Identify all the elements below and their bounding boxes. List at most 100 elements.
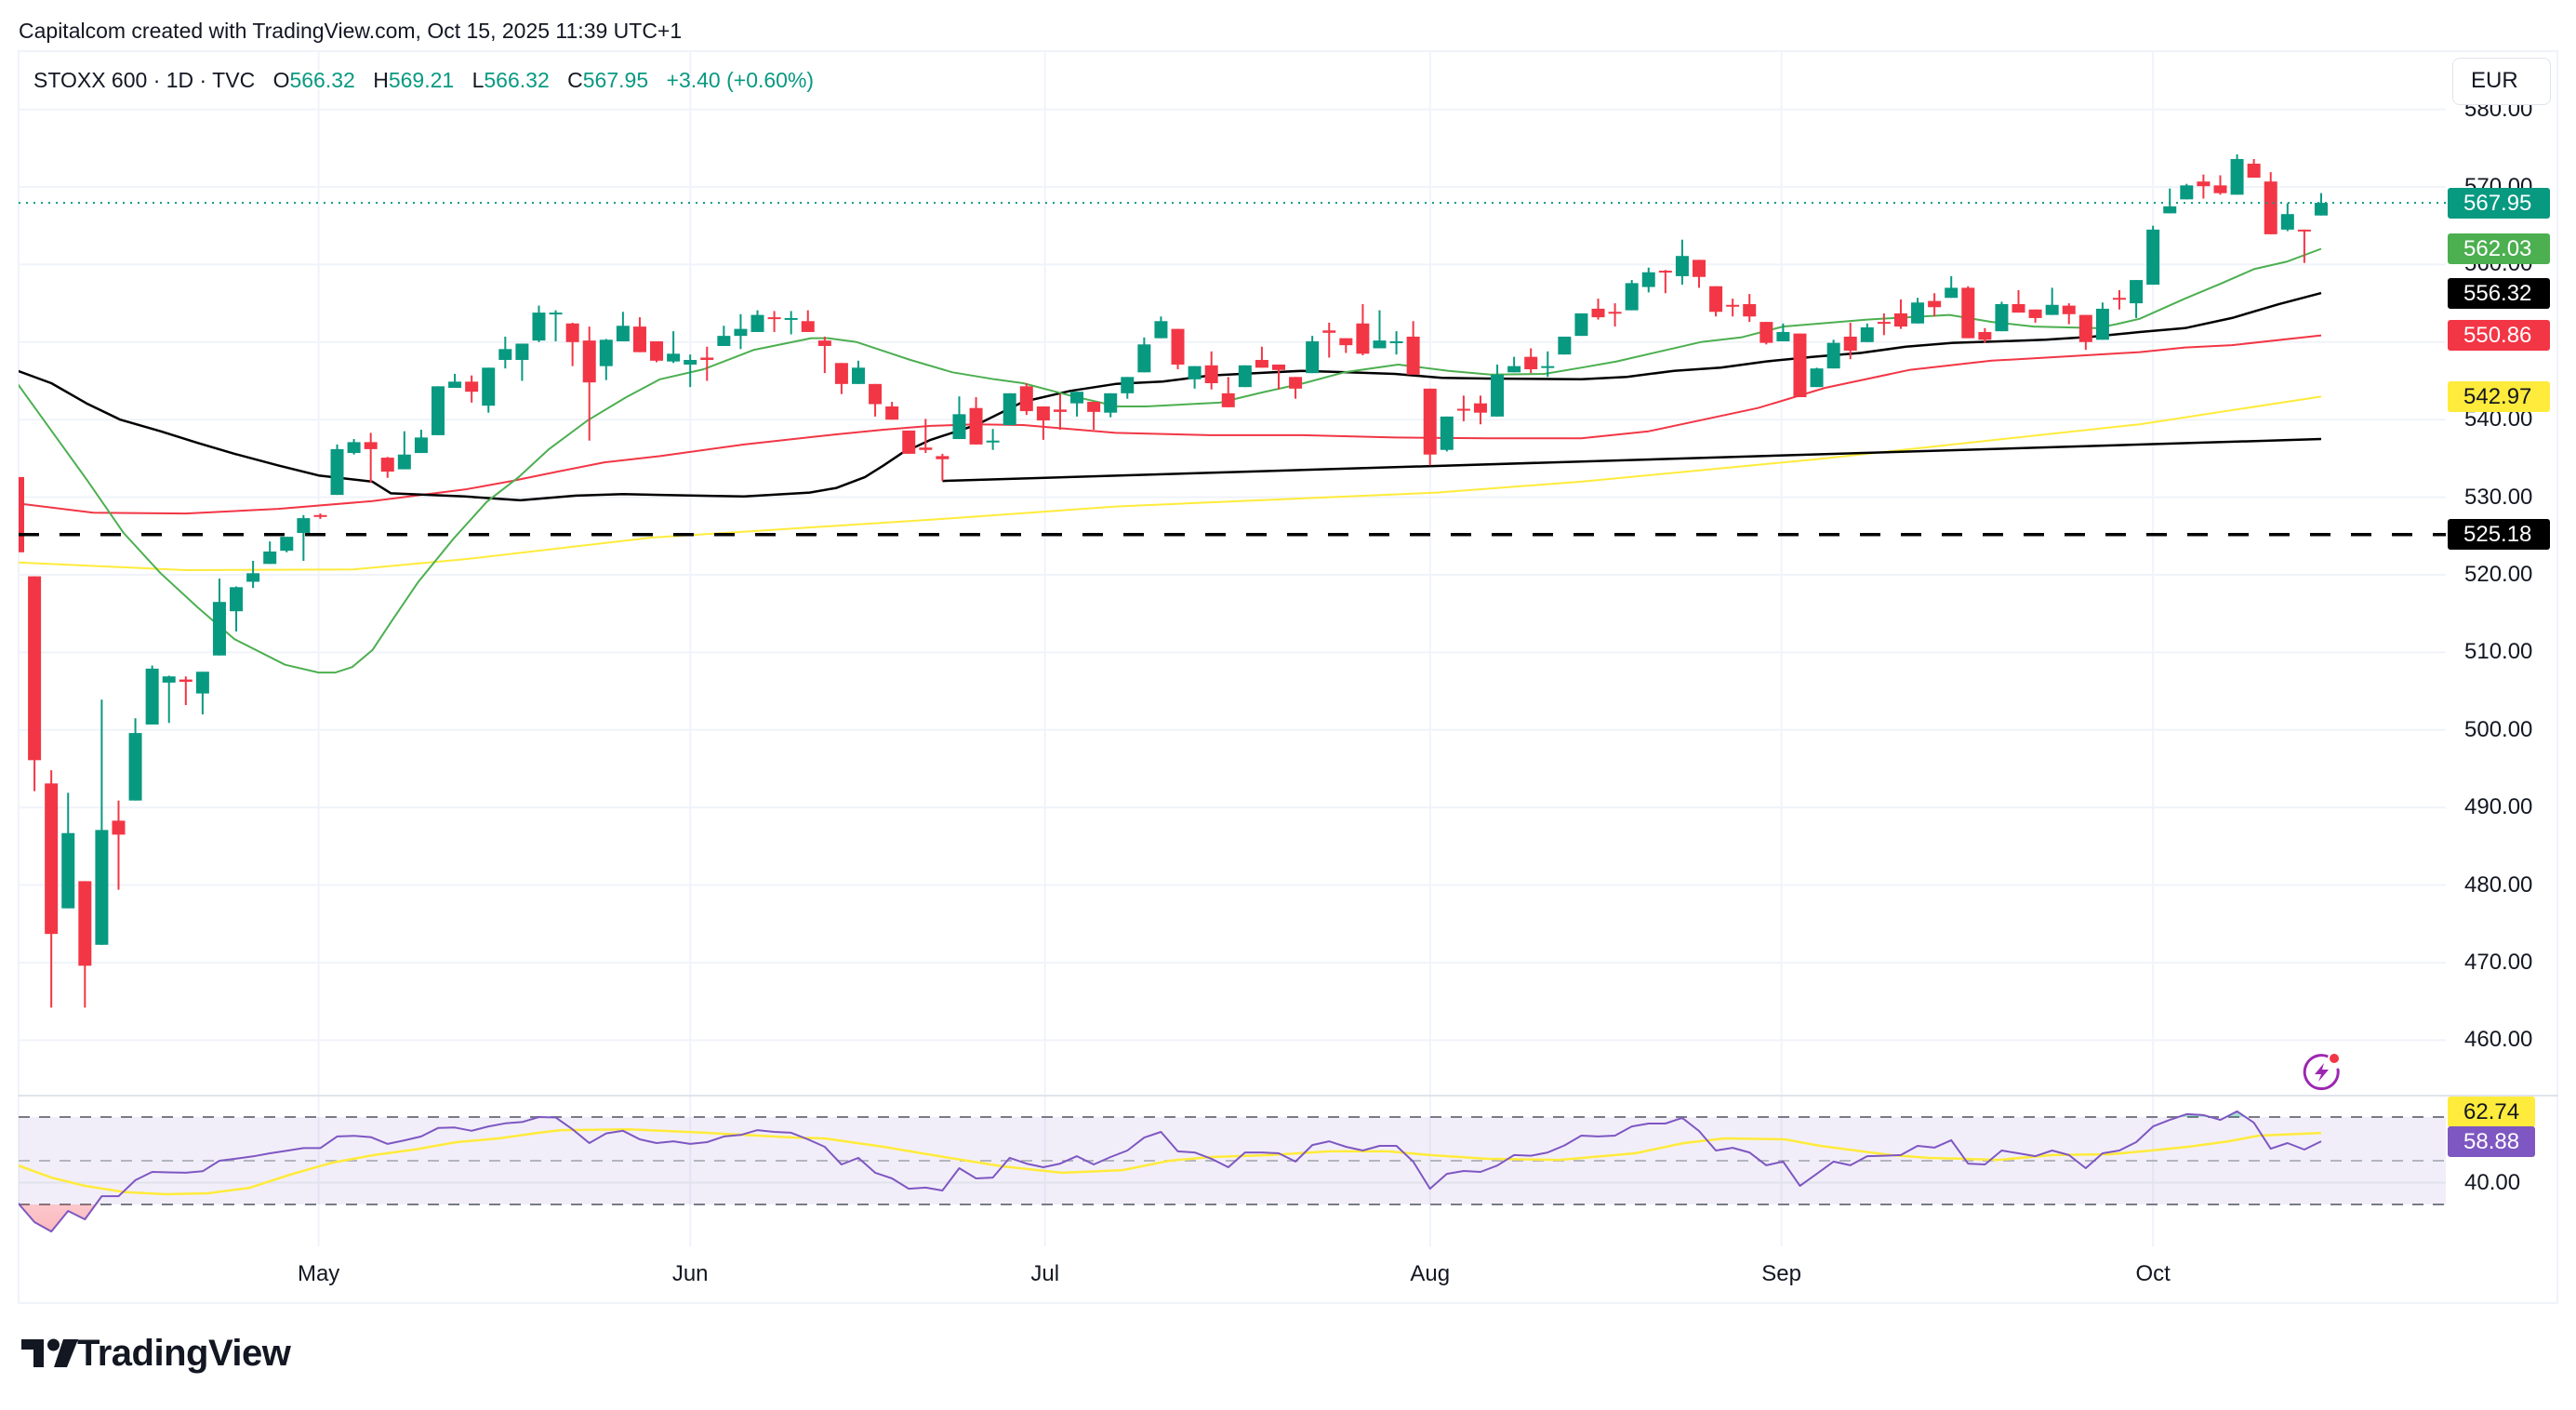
candle-body bbox=[1524, 356, 1538, 369]
candle-body bbox=[2045, 304, 2059, 315]
candle-body bbox=[1389, 340, 1403, 343]
candle bbox=[2264, 172, 2277, 234]
candle bbox=[1945, 275, 1959, 299]
candle bbox=[19, 476, 24, 552]
candle-body bbox=[1272, 364, 1285, 370]
candle-body bbox=[1860, 326, 1874, 342]
candle bbox=[1625, 280, 1639, 311]
candle bbox=[1255, 346, 1268, 368]
open-label: O bbox=[272, 68, 290, 92]
tradingview-logo-text: TradingView bbox=[77, 1333, 291, 1374]
candle-body bbox=[112, 820, 126, 835]
candle bbox=[1558, 336, 1572, 355]
candle bbox=[1104, 392, 1118, 418]
candle-body bbox=[2146, 229, 2160, 286]
candle bbox=[902, 430, 916, 454]
candle bbox=[632, 317, 646, 352]
candle bbox=[1473, 395, 1487, 425]
candle-body bbox=[1221, 392, 1235, 407]
candle bbox=[616, 312, 630, 341]
candle bbox=[432, 386, 445, 435]
candle-body bbox=[246, 573, 260, 582]
candle bbox=[1826, 339, 1840, 369]
candle-body bbox=[465, 381, 479, 392]
candle bbox=[498, 336, 512, 369]
candle bbox=[1423, 388, 1437, 466]
candle-body bbox=[1978, 331, 1992, 340]
candle bbox=[2012, 289, 2025, 313]
symbol-title[interactable]: STOXX 600 · 1D · TVC bbox=[33, 68, 256, 92]
candle-body bbox=[582, 340, 596, 383]
candle bbox=[582, 326, 596, 441]
candle-body bbox=[1793, 333, 1807, 398]
candle-body bbox=[667, 353, 681, 362]
currency-button[interactable]: EUR bbox=[2452, 58, 2551, 105]
candle-body bbox=[2078, 314, 2092, 342]
candle bbox=[700, 346, 714, 381]
candle-body bbox=[95, 830, 109, 945]
candle bbox=[347, 439, 361, 455]
candle bbox=[1389, 331, 1403, 355]
candle-body bbox=[297, 518, 311, 533]
candle-body bbox=[330, 448, 344, 496]
candle-body bbox=[717, 336, 731, 346]
candle-body bbox=[162, 676, 176, 683]
candles bbox=[19, 153, 2328, 1008]
candle bbox=[952, 396, 966, 440]
candle-body bbox=[801, 321, 815, 332]
candle-body bbox=[1406, 336, 1420, 375]
candle bbox=[95, 699, 109, 945]
candle bbox=[885, 402, 899, 420]
candle-body bbox=[1709, 286, 1723, 313]
candle bbox=[549, 310, 563, 341]
candle-body bbox=[1658, 271, 1672, 273]
low-label: L bbox=[471, 68, 485, 92]
candle-body bbox=[1625, 283, 1639, 311]
candle-body bbox=[1995, 303, 2009, 332]
candle-body bbox=[549, 313, 563, 315]
candle bbox=[1406, 321, 1420, 375]
candle-body bbox=[1036, 406, 1050, 421]
candle bbox=[969, 397, 983, 445]
price-axis-tick: 520.00 bbox=[2464, 562, 2533, 587]
chart-frame bbox=[18, 50, 2558, 1304]
candle bbox=[448, 373, 462, 389]
candle-body bbox=[1641, 272, 1655, 287]
candle bbox=[2163, 188, 2177, 214]
candle bbox=[2113, 289, 2126, 310]
candle-body bbox=[1810, 368, 1824, 388]
rsi-value-tag: 58.88 bbox=[2448, 1125, 2535, 1157]
candle bbox=[1978, 327, 1992, 343]
candle bbox=[465, 375, 479, 403]
alert-button[interactable] bbox=[2301, 1051, 2344, 1094]
candle-body bbox=[432, 386, 445, 435]
high-label: H bbox=[373, 68, 389, 92]
candle bbox=[364, 432, 378, 483]
candle bbox=[162, 675, 176, 724]
high-value: 569.21 bbox=[388, 68, 455, 92]
candle-body bbox=[2163, 206, 2177, 214]
candle bbox=[330, 444, 344, 496]
candle-body bbox=[919, 447, 933, 450]
open-value: 566.32 bbox=[289, 68, 355, 92]
candle bbox=[78, 881, 92, 1008]
candle bbox=[2045, 287, 2059, 315]
candle bbox=[515, 343, 529, 381]
candle bbox=[667, 331, 681, 364]
ma-yellow-price-tag: 542.97 bbox=[2448, 380, 2550, 412]
candle-body bbox=[263, 551, 277, 565]
symbol-legend[interactable]: STOXX 600 · 1D · TVC O566.32 H569.21 L56… bbox=[33, 66, 814, 94]
candle-body bbox=[1743, 303, 1757, 317]
moving-average-red bbox=[19, 334, 2322, 515]
candle-body bbox=[1255, 359, 1268, 368]
candle-body bbox=[145, 668, 159, 725]
candle bbox=[1928, 293, 1942, 317]
candle bbox=[1053, 393, 1067, 431]
candle bbox=[1036, 406, 1050, 440]
tradingview-logo-icon bbox=[21, 1338, 78, 1367]
rsi-ma-line bbox=[19, 1127, 2322, 1196]
candle-body bbox=[414, 437, 428, 454]
candle bbox=[297, 514, 311, 561]
candle bbox=[246, 560, 260, 589]
